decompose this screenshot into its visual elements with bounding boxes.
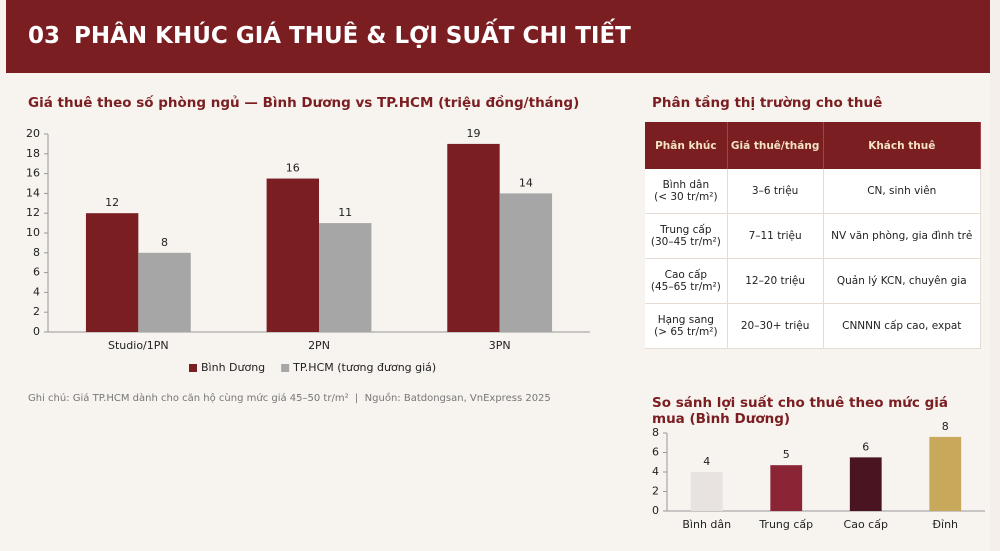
table-cell: Quản lý KCN, chuyên gia	[823, 258, 982, 304]
note: Ghi chú: Giá TP.HCM dành cho căn hộ cùng…	[28, 393, 551, 404]
table-cell: Bình dân (< 30 tr/m²)	[645, 169, 728, 214]
x-tick-label: Đỉnh	[932, 518, 958, 531]
y-tick-label: 2	[652, 485, 659, 498]
y-tick-label: 6	[652, 446, 659, 459]
value-label: 16	[286, 162, 300, 175]
y-tick-label: 4	[33, 285, 40, 298]
legend-label: TP.HCM (tương đương giá)	[292, 361, 436, 374]
bar	[690, 472, 723, 511]
table-header: Giá thuê/tháng	[727, 122, 824, 169]
bar	[929, 436, 962, 511]
legend-swatch	[189, 364, 197, 372]
y-tick-label: 20	[26, 127, 40, 140]
y-tick-label: 16	[26, 167, 40, 180]
value-label: 12	[105, 196, 119, 209]
table-row: Hạng sang (> 65 tr/m²) 20–30+ triệu CNNNN …	[645, 303, 982, 349]
value-label: 6	[862, 440, 869, 453]
value-label: 11	[338, 206, 352, 219]
bar	[770, 465, 803, 511]
legend-label: Bình Dương	[201, 361, 265, 374]
y-tick-label: 14	[26, 186, 40, 199]
x-tick-label: 3PN	[489, 339, 511, 352]
value-label: 8	[161, 236, 168, 249]
x-tick-label: Cao cấp	[844, 518, 888, 531]
y-tick-label: 0	[33, 325, 40, 338]
value-label: 14	[519, 176, 533, 189]
y-tick-label: 8	[652, 426, 659, 439]
table-cell: 7–11 triệu	[727, 213, 824, 259]
table-title: Phân tầng thị trường cho thuê	[652, 95, 883, 111]
y-tick-label: 6	[33, 266, 40, 279]
chart-title: Giá thuê theo số phòng ngủ — Bình Dương …	[28, 95, 580, 111]
table-cell: CN, sinh viên	[823, 169, 982, 214]
value-label: 8	[942, 420, 949, 433]
table-cell: Trung cấp (30–45 tr/m²)	[645, 213, 728, 259]
table-row: Bình dân (< 30 tr/m²) 3–6 triệu CN, sinh v…	[645, 169, 982, 214]
table-cell: NV văn phòng, gia đình trẻ	[823, 213, 982, 259]
table-row: Cao cấp (45–65 tr/m²) 12–20 triệu Quản lý …	[645, 258, 982, 304]
x-tick-label: Bình dân	[682, 518, 731, 531]
table-row: Trung cấp (30–45 tr/m²) 7–11 triệu NV văn …	[645, 213, 982, 259]
bar	[319, 223, 372, 332]
header: 03 PHÂN KHÚC GIÁ THUÊ & LỢI SUẤT CHI TIẾT	[6, 0, 990, 73]
y-tick-label: 12	[26, 206, 40, 219]
value-label: 4	[703, 455, 710, 468]
chart-title: So sánh lợi suất cho thuê theo mức giá m…	[652, 395, 948, 427]
y-tick-label: 0	[652, 504, 659, 517]
value-label: 19	[466, 127, 480, 140]
header-title: PHÂN KHÚC GIÁ THUÊ & LỢI SUẤT CHI TIẾT	[74, 23, 631, 49]
table-cell: 3–6 triệu	[727, 169, 824, 214]
table-header: Khách thuê	[823, 122, 982, 169]
y-tick-label: 8	[33, 246, 40, 259]
table-cell: Cao cấp (45–65 tr/m²)	[645, 258, 728, 304]
x-tick-label: 2PN	[308, 339, 330, 352]
bar	[85, 213, 139, 332]
table-cell: 12–20 triệu	[727, 258, 824, 304]
table: Phân khúc Giá thuê/tháng Khách thuê Bình dâ…	[645, 122, 982, 349]
bar	[849, 457, 882, 511]
x-tick-label: Trung cấp	[758, 518, 813, 531]
value-label: 5	[783, 448, 790, 461]
bar	[447, 143, 500, 332]
table-cell: 20–30+ triệu	[727, 303, 824, 349]
bar	[138, 252, 191, 332]
bar	[499, 193, 553, 332]
y-tick-label: 2	[33, 305, 40, 318]
bar	[266, 178, 319, 332]
section-number: 03	[28, 23, 61, 49]
table-cell: Hạng sang (> 65 tr/m²)	[645, 303, 728, 349]
y-tick-label: 10	[26, 226, 40, 239]
legend-swatch	[281, 364, 290, 372]
y-tick-label: 18	[26, 147, 40, 160]
x-tick-label: Studio/1PN	[108, 339, 169, 352]
table-header: Phân khúc	[645, 122, 728, 169]
y-tick-label: 4	[652, 465, 659, 478]
table-cell: CNNNN cấp cao, expat	[823, 303, 982, 349]
